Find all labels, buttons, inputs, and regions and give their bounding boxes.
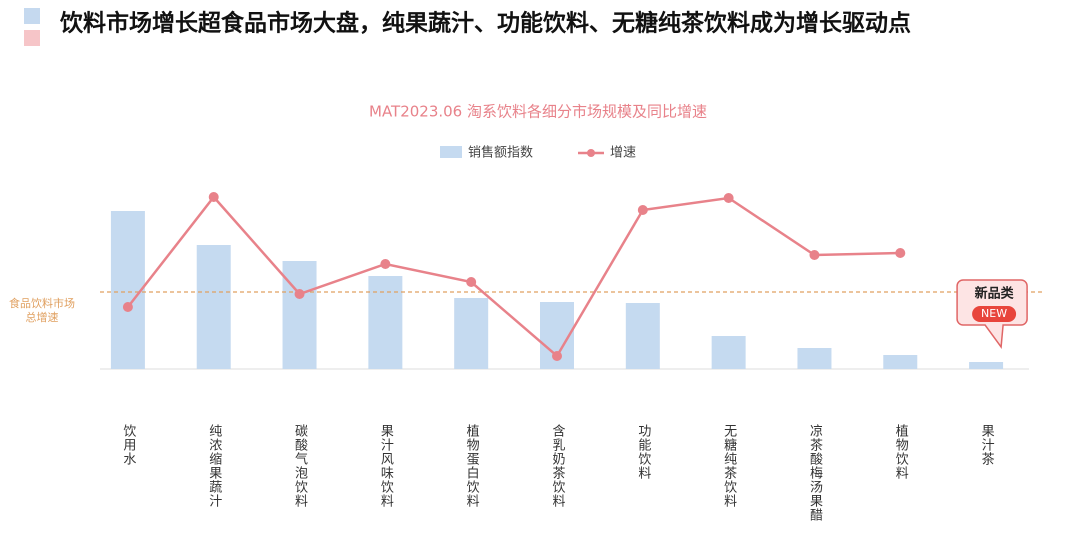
bar: [797, 348, 832, 369]
reference-label: 食品饮料市场: [9, 296, 75, 310]
bar: [969, 362, 1004, 369]
x-tick-label: 含乳奶茶饮料: [550, 423, 566, 508]
bar: [625, 303, 660, 369]
headline-square-pink: [24, 30, 40, 46]
x-tick-label: 碳酸气泡饮料: [292, 424, 308, 508]
growth-marker: [552, 351, 562, 361]
growth-marker: [895, 248, 906, 258]
bar: [454, 298, 489, 369]
legend-label: 增速: [610, 146, 636, 161]
annotation-text: 新品类: [975, 286, 1015, 302]
bar: [711, 336, 746, 369]
x-tick-label: 无糖纯茶饮料: [721, 424, 737, 508]
bar: [883, 355, 918, 369]
growth-marker: [208, 192, 219, 202]
headline: 饮料市场增长超食品市场大盘，纯果蔬汁、功能饮料、无糖纯茶饮料成为增长驱动点: [59, 10, 911, 37]
growth-marker: [122, 302, 133, 312]
annotation-badge-text: NEW: [981, 307, 1007, 320]
x-tick-label: 果汁风味饮料: [378, 424, 394, 508]
x-tick-label: 植物饮料: [893, 424, 909, 480]
x-tick-label: 功能饮料: [635, 424, 651, 480]
x-tick-label: 饮用水: [120, 424, 136, 466]
chart-title: MAT2023.06 淘系饮料各细分市场规模及同比增速: [369, 103, 707, 121]
legend-swatch: [440, 146, 462, 158]
bar: [368, 276, 403, 369]
legend-marker: [587, 149, 595, 157]
annotation-badge: [972, 306, 1017, 322]
growth-marker: [466, 277, 477, 287]
legend-label: 销售额指数: [468, 145, 533, 161]
growth-marker: [809, 250, 820, 260]
bar: [282, 261, 317, 369]
bar: [196, 245, 231, 369]
growth-marker: [723, 193, 734, 203]
x-tick-label: 纯浓缩果蔬汁: [206, 424, 222, 508]
growth-line: [126, 195, 901, 358]
growth-marker: [380, 259, 391, 269]
growth-marker: [294, 289, 305, 299]
x-tick-label: 植物蛋白饮料: [464, 424, 480, 508]
x-tick-label: 果汁茶: [979, 424, 995, 466]
x-tick-label: 凉茶酸梅汤果醋: [807, 424, 823, 522]
reference-label: 总增速: [26, 310, 59, 324]
growth-marker: [637, 205, 648, 215]
headline-square-blue: [24, 8, 40, 24]
bar: [110, 211, 145, 369]
